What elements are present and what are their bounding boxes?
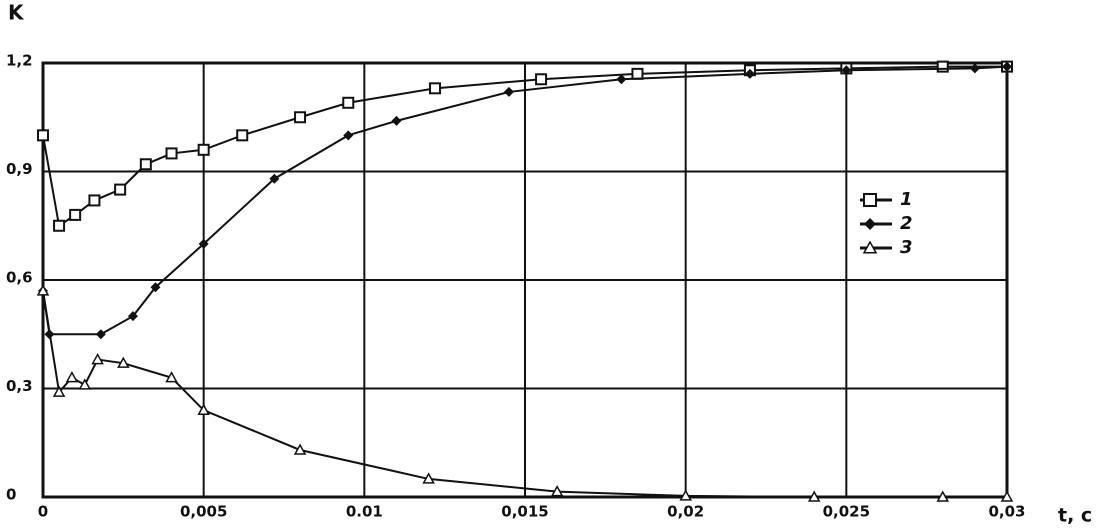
x-tick-label: 0,02 — [667, 503, 704, 521]
marker — [139, 158, 152, 171]
x-tick-label: 0,005 — [180, 503, 227, 521]
marker — [91, 353, 104, 365]
marker — [807, 490, 821, 502]
marker — [841, 65, 852, 76]
marker — [936, 60, 949, 73]
marker — [95, 329, 106, 340]
marker — [198, 238, 209, 249]
marker — [503, 86, 514, 97]
y-axis-label: K — [8, 1, 25, 25]
marker — [429, 82, 442, 95]
legend-label: 1 — [900, 189, 913, 210]
marker — [936, 490, 950, 502]
marker — [150, 282, 161, 293]
marker — [37, 129, 49, 142]
marker — [114, 183, 127, 196]
legend-label: 2 — [900, 213, 913, 234]
x-tick-label: 0 — [38, 503, 48, 521]
y-tick-label: 0,3 — [6, 377, 33, 395]
plot-frame — [41, 61, 1009, 499]
marker — [117, 356, 130, 368]
marker — [535, 73, 548, 86]
x-tick-label: 0,015 — [501, 503, 548, 521]
legend-marker — [864, 218, 876, 230]
marker — [342, 96, 355, 109]
marker — [969, 63, 980, 74]
marker — [294, 111, 307, 124]
legend-marker — [863, 193, 877, 207]
marker — [293, 443, 307, 455]
y-tick-label: 0 — [6, 486, 16, 504]
marker — [78, 378, 92, 390]
marker — [631, 67, 644, 80]
marker — [197, 143, 210, 156]
x-tick-label: 0.01 — [346, 503, 383, 521]
marker — [53, 219, 66, 232]
marker — [88, 194, 101, 207]
x-tick-label: 0,025 — [823, 503, 870, 521]
marker — [269, 173, 280, 184]
legend-label: 3 — [900, 237, 913, 258]
marker — [343, 130, 354, 141]
marker — [550, 485, 564, 497]
y-tick-label: 1,2 — [6, 52, 33, 70]
marker — [1000, 490, 1014, 502]
marker — [165, 371, 178, 383]
marker — [65, 371, 79, 383]
marker — [52, 385, 66, 397]
marker — [391, 115, 402, 126]
marker — [197, 403, 210, 415]
marker — [1002, 61, 1012, 72]
marker — [236, 129, 249, 142]
x-axis-label: t, c — [1058, 505, 1092, 527]
legend-marker — [862, 240, 878, 254]
marker — [36, 284, 50, 296]
marker — [744, 68, 755, 79]
marker — [127, 311, 138, 322]
marker — [679, 489, 692, 501]
marker — [165, 147, 178, 160]
x-tick-label: 0,03 — [988, 503, 1025, 521]
y-tick-label: 0,6 — [6, 269, 33, 287]
marker — [422, 472, 435, 484]
marker — [69, 208, 82, 221]
y-tick-label: 0,9 — [6, 160, 33, 178]
marker — [616, 74, 627, 85]
